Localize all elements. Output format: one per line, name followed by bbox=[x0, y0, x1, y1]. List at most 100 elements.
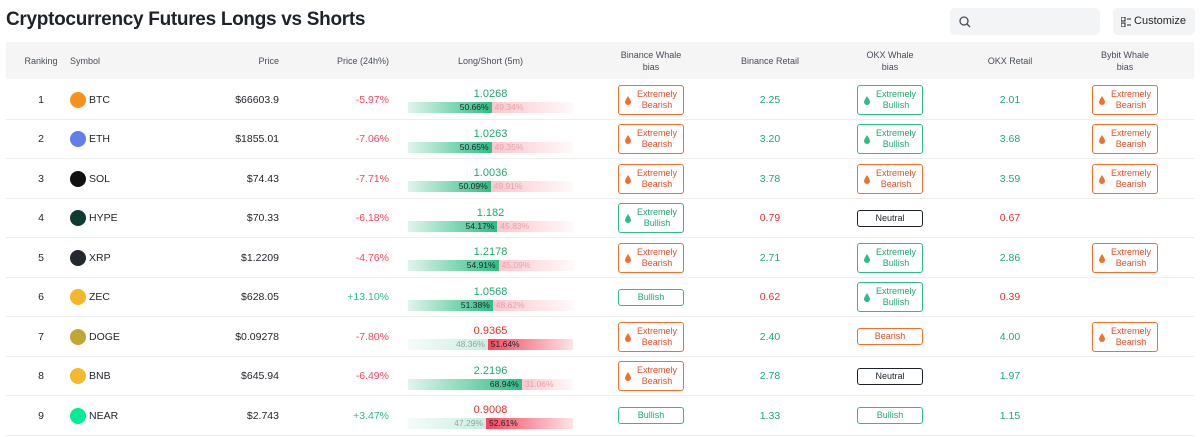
customize-button[interactable]: Customize bbox=[1113, 8, 1195, 35]
price-change: -6.49% bbox=[355, 370, 389, 383]
whale-bias-badge: Extremely Bearish bbox=[618, 163, 684, 194]
page-title: Cryptocurrency Futures Longs vs Shorts bbox=[6, 9, 366, 30]
short-bar: 49.34% bbox=[491, 102, 573, 113]
long-bar: 54.91% bbox=[408, 260, 499, 271]
row-divider bbox=[6, 197, 1194, 199]
bias-label: Extremely Bearish bbox=[636, 128, 677, 150]
rank: 8 bbox=[38, 370, 44, 383]
coin-icon bbox=[70, 407, 86, 424]
price: $628.05 bbox=[241, 291, 279, 304]
long-short-ratio: 0.9008 bbox=[473, 404, 508, 416]
price-change: -7.06% bbox=[355, 133, 389, 146]
bias-label: Bullish bbox=[876, 410, 904, 421]
row-divider bbox=[6, 316, 1194, 317]
whale-bias-badge: Extremely Bearish bbox=[618, 361, 684, 392]
bias-label: Extremely Bearish bbox=[1110, 128, 1151, 150]
column-header: OKX Whale bias bbox=[866, 50, 914, 72]
whale-bias-badge: Extremely Bearish bbox=[618, 124, 684, 155]
price: $2.743 bbox=[246, 409, 279, 422]
row-divider bbox=[6, 355, 1194, 357]
row-divider bbox=[6, 395, 1194, 396]
long-short-ratio: 1.0036 bbox=[473, 167, 508, 179]
symbol: ETH bbox=[89, 133, 110, 146]
whale-bias-badge: Bearish bbox=[857, 328, 923, 346]
bias-label: Extremely Bearish bbox=[636, 325, 677, 347]
long-bar: 51.38% bbox=[408, 299, 493, 311]
price: $0.09278 bbox=[235, 330, 279, 343]
okx-retail: 2.86 bbox=[999, 251, 1021, 264]
symbol: HYPE bbox=[89, 212, 118, 225]
bias-icon bbox=[1099, 332, 1105, 342]
short-bar: 48.62% bbox=[492, 299, 573, 311]
short-bar: 52.61% bbox=[486, 418, 573, 429]
bias-label: Extremely Bearish bbox=[636, 246, 677, 268]
bias-label: Extremely Bullish bbox=[636, 207, 677, 229]
bias-label: Bearish bbox=[874, 331, 906, 342]
column-header: Price (24h%) bbox=[336, 56, 389, 66]
bias-label: Extremely Bearish bbox=[636, 365, 677, 387]
rank: 1 bbox=[38, 93, 44, 106]
bias-label: Extremely Bearish bbox=[636, 167, 677, 189]
column-header: Binance Retail bbox=[740, 56, 800, 66]
bias-label: Bullish bbox=[637, 410, 665, 421]
price-change: +3.47% bbox=[353, 409, 389, 422]
symbol: SOL bbox=[89, 172, 111, 185]
price: $66603.9 bbox=[235, 93, 279, 106]
coin-icon bbox=[70, 249, 86, 266]
long-short-ratio: 1.0268 bbox=[473, 88, 508, 100]
column-header: Price bbox=[258, 56, 279, 66]
whale-bias-badge: Extremely Bearish bbox=[1092, 321, 1158, 352]
row-divider bbox=[6, 158, 1194, 159]
okx-retail: 0.67 bbox=[999, 212, 1021, 225]
bias-icon bbox=[625, 372, 631, 382]
okx-retail: 3.59 bbox=[999, 172, 1021, 185]
whale-bias-badge: Bullish bbox=[618, 288, 684, 306]
price-change: -7.71% bbox=[355, 172, 389, 185]
coin-icon bbox=[70, 289, 86, 306]
bias-icon bbox=[864, 135, 870, 145]
long-short-ratio: 0.9365 bbox=[473, 325, 508, 337]
whale-bias-badge: Neutral bbox=[857, 209, 923, 227]
search-box[interactable] bbox=[950, 8, 1100, 35]
bias-icon bbox=[1099, 135, 1105, 145]
price-change: -5.97% bbox=[355, 93, 389, 106]
binance-retail: 3.20 bbox=[759, 133, 781, 146]
price-change: +13.10% bbox=[347, 291, 389, 304]
okx-retail: 0.39 bbox=[999, 291, 1021, 304]
binance-retail: 2.71 bbox=[759, 251, 781, 264]
short-bar: 49.35% bbox=[491, 141, 573, 153]
binance-retail: 2.40 bbox=[759, 330, 781, 343]
rank: 6 bbox=[38, 291, 44, 304]
okx-retail: 1.97 bbox=[999, 370, 1021, 383]
row-divider bbox=[6, 276, 1194, 278]
long-short-ratio: 1.0263 bbox=[473, 127, 508, 140]
whale-bias-badge: Extremely Bullish bbox=[618, 203, 684, 234]
bias-label: Extremely Bearish bbox=[1110, 246, 1151, 268]
price-change: -6.18% bbox=[355, 212, 389, 225]
binance-retail: 0.79 bbox=[759, 212, 781, 225]
price: $645.94 bbox=[241, 370, 279, 383]
column-header: OKX Retail bbox=[987, 56, 1033, 66]
whale-bias-badge: Extremely Bullish bbox=[857, 84, 923, 115]
binance-retail: 3.78 bbox=[759, 172, 781, 185]
whale-bias-badge: Bullish bbox=[618, 407, 684, 425]
short-bar: 49.91% bbox=[490, 181, 573, 192]
short-bar: 45.09% bbox=[498, 260, 573, 271]
coin-icon bbox=[70, 170, 86, 187]
column-header: Symbol bbox=[70, 56, 101, 66]
search-icon bbox=[959, 16, 971, 28]
row-divider bbox=[6, 118, 1194, 120]
bias-icon bbox=[864, 174, 870, 184]
bias-label: Extremely Bullish bbox=[875, 286, 916, 308]
whale-bias-badge: Extremely Bearish bbox=[1092, 84, 1158, 115]
long-bar: 47.29% bbox=[408, 418, 487, 429]
whale-bias-badge: Extremely Bullish bbox=[857, 124, 923, 155]
rank: 7 bbox=[38, 330, 44, 343]
rank: 4 bbox=[38, 212, 44, 225]
column-header: Binance Whale bias bbox=[620, 50, 682, 72]
short-bar: 51.64% bbox=[487, 339, 573, 350]
long-bar: 50.09% bbox=[408, 181, 491, 192]
coin-icon bbox=[70, 91, 86, 108]
short-bar: 31.06% bbox=[521, 378, 573, 390]
symbol: ZEC bbox=[89, 291, 110, 304]
